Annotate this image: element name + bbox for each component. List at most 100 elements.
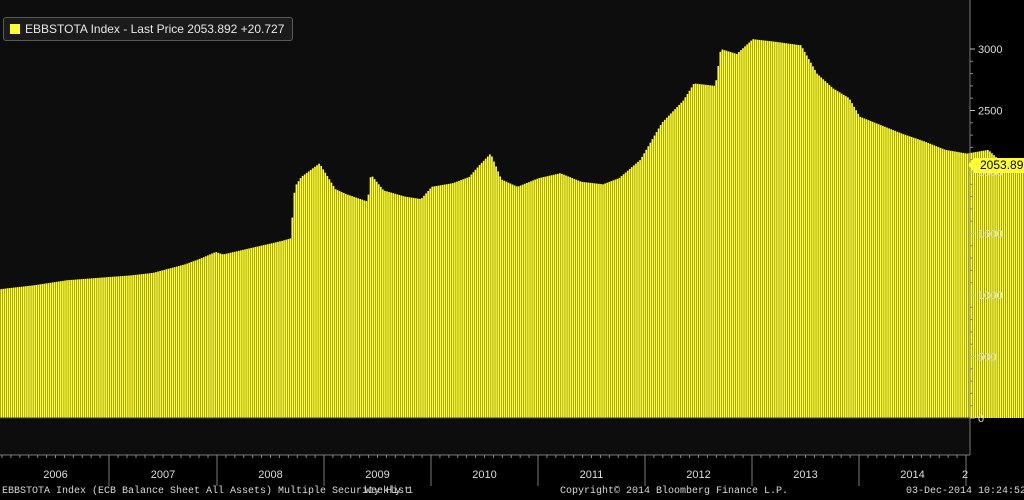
bar xyxy=(793,44,796,419)
bar xyxy=(567,176,569,418)
legend-swatch-icon xyxy=(10,24,20,34)
bar xyxy=(175,266,178,418)
bar xyxy=(88,278,91,418)
bar xyxy=(221,254,224,418)
legend-label: EBBSTOTA Index - Last Price 2053.892 +20… xyxy=(25,22,285,36)
bar xyxy=(954,151,956,419)
bar xyxy=(505,181,508,418)
footer-description: EBBSTOTA Index (ECB Balance Sheet All As… xyxy=(2,486,411,497)
bar xyxy=(37,284,40,418)
bar xyxy=(419,198,421,418)
bar xyxy=(795,44,798,418)
bar xyxy=(123,275,126,418)
bar xyxy=(51,282,54,418)
bar xyxy=(604,183,606,418)
bar xyxy=(672,111,674,419)
bar xyxy=(326,175,329,418)
bar xyxy=(709,85,711,418)
bar xyxy=(62,280,64,418)
bar xyxy=(169,268,172,418)
bar xyxy=(1021,168,1024,418)
bar xyxy=(468,176,471,418)
bar xyxy=(95,278,97,418)
bar xyxy=(470,174,473,418)
bar xyxy=(33,285,35,418)
bar xyxy=(686,94,689,418)
bar xyxy=(119,276,122,418)
x-tick-label: 2008 xyxy=(258,469,282,481)
bar xyxy=(863,118,866,418)
bar xyxy=(277,241,279,418)
bar xyxy=(132,275,134,418)
last-price-tag: 2053.892 xyxy=(967,158,1024,173)
bar xyxy=(735,53,738,419)
bar xyxy=(1003,164,1006,418)
bar xyxy=(155,272,157,418)
bar xyxy=(41,284,44,418)
bar xyxy=(202,257,205,418)
bar xyxy=(204,256,207,418)
x-tick-label: 2013 xyxy=(793,469,817,481)
bar xyxy=(982,150,985,418)
bar xyxy=(121,275,124,418)
bar xyxy=(820,77,823,418)
bar xyxy=(949,150,952,418)
bar xyxy=(373,179,376,418)
bar xyxy=(367,194,370,418)
bar xyxy=(148,273,151,418)
bar xyxy=(542,177,545,418)
bar xyxy=(976,151,979,418)
bar xyxy=(386,191,388,418)
bar xyxy=(53,282,56,418)
bar xyxy=(937,147,940,419)
x-tick-label: 2012 xyxy=(686,469,710,481)
bar xyxy=(836,91,839,418)
bar xyxy=(849,99,851,419)
legend: EBBSTOTA Index - Last Price 2053.892 +20… xyxy=(3,17,294,41)
bar xyxy=(480,162,483,418)
bar xyxy=(616,178,619,418)
bar xyxy=(637,161,639,418)
bar xyxy=(711,85,713,419)
bar xyxy=(113,276,116,418)
bar xyxy=(180,265,182,418)
bar xyxy=(598,183,600,418)
bar xyxy=(966,153,969,419)
bar xyxy=(748,42,750,418)
bar xyxy=(892,130,895,418)
bar xyxy=(760,40,763,419)
bar xyxy=(392,193,395,418)
bar xyxy=(847,97,849,418)
bar xyxy=(705,84,707,418)
bar xyxy=(117,276,120,418)
bar xyxy=(1017,167,1020,418)
bar xyxy=(423,195,425,418)
bar xyxy=(867,120,870,418)
bar xyxy=(585,182,588,418)
bar xyxy=(25,286,27,418)
bar xyxy=(283,240,285,418)
bar xyxy=(503,180,506,418)
bar xyxy=(493,161,495,418)
bar xyxy=(97,277,99,418)
bar xyxy=(731,52,734,418)
x-tick-label: 2006 xyxy=(43,469,67,481)
bar xyxy=(49,282,52,418)
bar xyxy=(103,277,105,418)
bar xyxy=(305,172,308,418)
bar xyxy=(602,184,604,418)
bar xyxy=(608,181,611,418)
bar xyxy=(464,178,467,418)
bar xyxy=(974,152,977,418)
bar xyxy=(254,247,257,418)
bar xyxy=(900,133,903,418)
bar xyxy=(700,84,703,418)
bar xyxy=(970,152,973,418)
x-tick-label: 2 xyxy=(962,469,968,481)
bar xyxy=(647,146,650,418)
bar xyxy=(369,177,372,418)
bar xyxy=(157,271,159,418)
bar xyxy=(318,163,320,418)
bar xyxy=(78,279,81,418)
bar xyxy=(248,248,250,418)
